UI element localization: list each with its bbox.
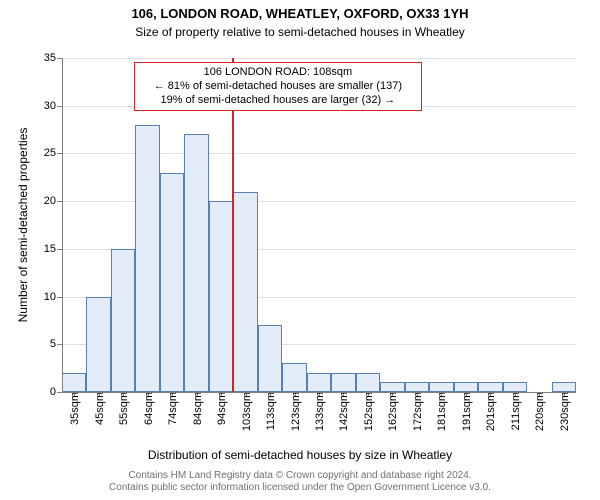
xtick-label: 191sqm	[459, 392, 473, 431]
histogram-bar	[209, 201, 233, 392]
histogram-bar	[429, 382, 453, 392]
gridline	[62, 58, 576, 59]
histogram-bar	[86, 297, 110, 392]
ytick-label: 10	[44, 291, 62, 303]
xtick-label: 211sqm	[508, 392, 522, 430]
histogram-bar	[62, 373, 86, 392]
histogram-chart: 106, LONDON ROAD, WHEATLEY, OXFORD, OX33…	[0, 0, 600, 500]
xtick-label: 162sqm	[385, 392, 399, 431]
xtick-label: 35sqm	[67, 392, 81, 425]
ytick-label: 30	[44, 100, 62, 112]
footer-line-1: Contains HM Land Registry data © Crown c…	[0, 470, 600, 482]
chart-subtitle: Size of property relative to semi-detach…	[0, 25, 600, 39]
histogram-bar	[282, 363, 306, 392]
histogram-bar	[405, 382, 429, 392]
histogram-bar	[356, 373, 380, 392]
xtick-label: 142sqm	[336, 392, 350, 431]
xtick-label: 230sqm	[557, 392, 571, 431]
histogram-bar	[111, 249, 135, 392]
histogram-bar	[233, 192, 257, 392]
xtick-label: 201sqm	[483, 392, 497, 431]
xtick-label: 55sqm	[116, 392, 130, 425]
chart-title: 106, LONDON ROAD, WHEATLEY, OXFORD, OX33…	[0, 6, 600, 21]
annotation-line: 106 LONDON ROAD: 108sqm	[141, 66, 415, 80]
x-axis-label: Distribution of semi-detached houses by …	[0, 448, 600, 462]
xtick-label: 113sqm	[263, 392, 277, 430]
histogram-bar	[258, 325, 282, 392]
xtick-label: 103sqm	[239, 392, 253, 431]
histogram-bar	[454, 382, 478, 392]
ytick-label: 15	[44, 243, 62, 255]
y-axis-label: Number of semi-detached properties	[16, 58, 30, 392]
annotation-line: ← 81% of semi-detached houses are smalle…	[141, 80, 415, 94]
plot-area: 0510152025303535sqm45sqm55sqm64sqm74sqm8…	[62, 58, 576, 392]
ytick-label: 35	[44, 52, 62, 64]
xtick-label: 74sqm	[165, 392, 179, 425]
histogram-bar	[331, 373, 355, 392]
histogram-bar	[503, 382, 527, 392]
histogram-bar	[160, 173, 184, 392]
histogram-bar	[552, 382, 576, 392]
histogram-bar	[380, 382, 404, 392]
x-axis-line	[62, 392, 576, 393]
histogram-bar	[135, 125, 159, 392]
xtick-label: 152sqm	[361, 392, 375, 431]
annotation-line: 19% of semi-detached houses are larger (…	[141, 94, 415, 108]
footer-line-2: Contains public sector information licen…	[0, 482, 600, 494]
histogram-bar	[184, 134, 208, 392]
footer-attribution: Contains HM Land Registry data © Crown c…	[0, 470, 600, 493]
xtick-label: 64sqm	[141, 392, 155, 425]
ytick-label: 5	[50, 338, 62, 350]
ytick-label: 25	[44, 147, 62, 159]
xtick-label: 94sqm	[214, 392, 228, 425]
xtick-label: 172sqm	[410, 392, 424, 431]
ytick-label: 20	[44, 195, 62, 207]
xtick-label: 181sqm	[434, 392, 448, 431]
ytick-label: 0	[50, 386, 62, 398]
histogram-bar	[478, 382, 502, 392]
xtick-label: 133sqm	[312, 392, 326, 431]
y-axis-line	[62, 58, 63, 392]
annotation-box: 106 LONDON ROAD: 108sqm← 81% of semi-det…	[134, 62, 422, 111]
xtick-label: 123sqm	[288, 392, 302, 431]
xtick-label: 84sqm	[190, 392, 204, 425]
xtick-label: 220sqm	[532, 392, 546, 431]
xtick-label: 45sqm	[92, 392, 106, 425]
histogram-bar	[307, 373, 331, 392]
